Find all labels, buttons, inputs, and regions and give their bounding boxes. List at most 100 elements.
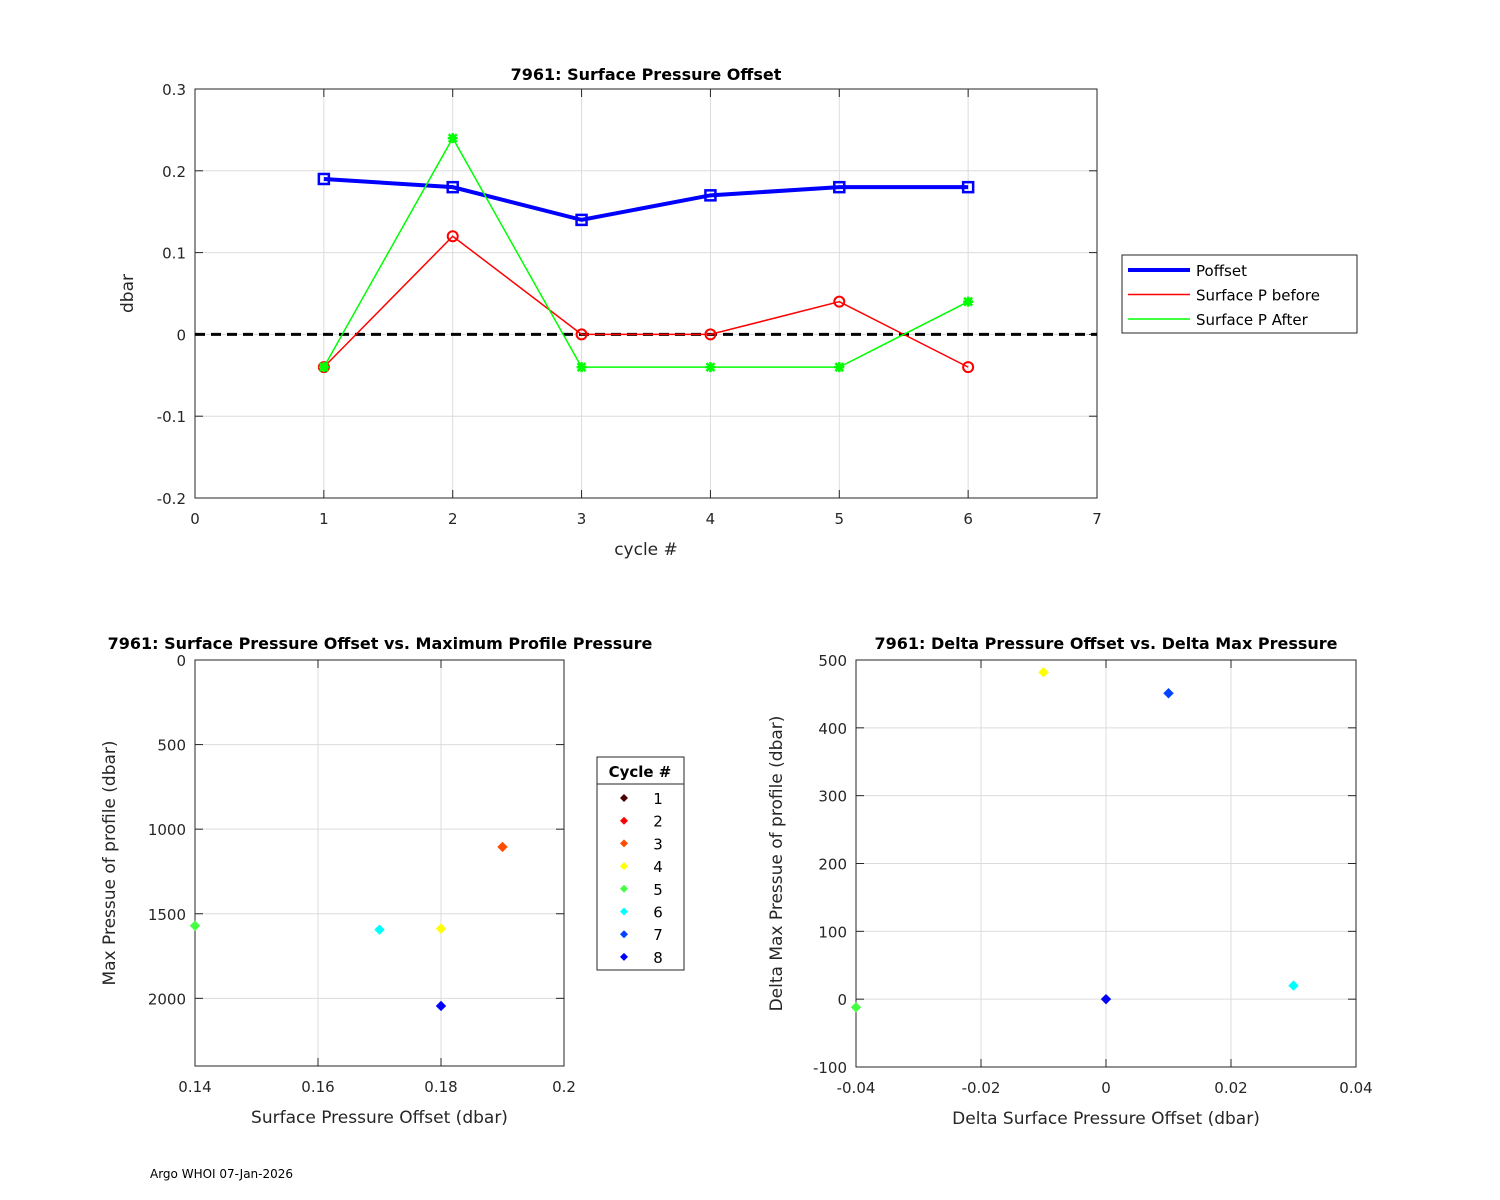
plot-area <box>195 660 564 1066</box>
data-point-circle <box>446 230 459 243</box>
data-point <box>1163 688 1174 699</box>
y-tick-label: 500 <box>157 737 186 755</box>
x-tick-label: 0 <box>1101 1079 1111 1097</box>
chart-1: 0.14 0.16 0.18 0.2 0 500 1000 1500 2000 7961: Sur… <box>100 634 685 1128</box>
data-point-asterisk <box>576 362 587 373</box>
x-tick-label: 0.18 <box>424 1078 457 1096</box>
x-tick-label: 0 <box>190 510 200 528</box>
legend-label: 8 <box>653 949 663 967</box>
y-tick-label: 200 <box>818 856 847 874</box>
data-point <box>1100 993 1112 1005</box>
x-axis-label: Surface Pressure Offset (dbar) <box>251 1108 508 1128</box>
legend-marker <box>620 930 628 939</box>
y-axis-label: Max Pressue of profile (dbar) <box>100 740 120 985</box>
footer-credit: Argo WHOI 07-Jan-2026 <box>150 1167 294 1181</box>
x-tick-label: 0.14 <box>178 1078 211 1096</box>
y-tick-label: 400 <box>818 720 847 738</box>
data-point-square <box>704 189 717 202</box>
y-tick-label: 0 <box>176 652 186 670</box>
legend-label: Surface P After <box>1196 311 1309 329</box>
legend: Poffset Surface P before Surface P After <box>1121 254 1358 334</box>
plot-area <box>195 89 1097 498</box>
x-tick-label: 2 <box>448 510 458 528</box>
y-tick-label: 500 <box>818 652 847 670</box>
legend-label: 1 <box>653 790 663 808</box>
data-point <box>435 1000 447 1012</box>
data-point-circle <box>833 295 846 308</box>
data-point <box>1038 667 1049 678</box>
legend-marker <box>620 907 628 916</box>
y-tick-label: 0.2 <box>162 163 186 181</box>
data-point-square <box>833 180 846 194</box>
legend: Cycle # 1 2 3 4 5 6 7 8 <box>596 756 685 971</box>
legend-label: 6 <box>653 904 663 922</box>
data-point-circle <box>575 328 588 341</box>
x-tick-label: 1 <box>319 510 329 528</box>
y-tick-label: 300 <box>818 788 847 806</box>
data-point <box>189 920 201 931</box>
x-tick-label: 0.02 <box>1214 1079 1247 1097</box>
x-tick-label: 7 <box>1092 510 1102 528</box>
legend-marker <box>620 884 628 893</box>
x-axis-label: Delta Surface Pressure Offset (dbar) <box>952 1109 1260 1129</box>
legend-label: 4 <box>653 858 663 876</box>
y-tick-label: -100 <box>813 1059 847 1077</box>
y-axis-label: dbar <box>118 274 138 313</box>
legend-marker <box>620 862 628 871</box>
chart-0: 0 1 2 3 4 5 6 7 -0.2 -0.1 0 0.1 0.2 0.3 7961: Surface … <box>118 65 1358 560</box>
legend-label: 5 <box>653 881 663 899</box>
legend-marker <box>620 794 628 802</box>
data-point <box>374 924 385 935</box>
y-tick-label: 1500 <box>148 906 186 924</box>
series-line-1 <box>323 235 969 368</box>
chart-title: 7961: Surface Pressure Offset vs. Maximu… <box>108 634 653 653</box>
data-point-asterisk <box>447 133 458 144</box>
legend-label: 3 <box>653 835 663 853</box>
x-tick-label: -0.02 <box>962 1079 1001 1097</box>
y-tick-label: -0.2 <box>157 490 186 508</box>
x-tick-label: 0.2 <box>552 1078 576 1096</box>
x-tick-label: 3 <box>577 510 587 528</box>
x-axis-label: cycle # <box>614 540 678 560</box>
legend-label: 2 <box>653 813 663 831</box>
y-tick-label: 2000 <box>148 990 186 1008</box>
y-tick-label: 0 <box>837 991 847 1009</box>
data-point-asterisk <box>834 362 845 373</box>
legend-marker <box>620 816 628 825</box>
legend-title: Cycle # <box>609 763 672 781</box>
data-point-square <box>575 213 588 227</box>
data-point-square <box>961 180 975 194</box>
x-tick-label: 0.16 <box>301 1078 334 1096</box>
data-point <box>497 841 508 853</box>
x-tick-label: -0.04 <box>837 1079 876 1097</box>
y-tick-label: 0.1 <box>162 245 186 263</box>
data-point-square <box>317 172 331 186</box>
data-point-asterisk <box>705 362 716 373</box>
data-point <box>1288 980 1299 991</box>
data-point-asterisk <box>963 296 974 307</box>
series-line-0 <box>323 176 969 222</box>
data-point <box>850 1002 862 1013</box>
axes-box <box>194 88 1098 499</box>
legend-label: 7 <box>653 926 663 944</box>
x-tick-label: 5 <box>835 510 845 528</box>
legend-marker <box>620 839 628 848</box>
legend-label: Poffset <box>1196 262 1247 280</box>
data-point <box>435 923 447 934</box>
legend-marker <box>620 952 628 961</box>
y-tick-label: 100 <box>818 923 847 941</box>
data-point-circle <box>704 328 717 341</box>
y-tick-label: 0 <box>176 326 186 344</box>
axes-box <box>855 659 1357 1068</box>
data-point-asterisk <box>318 362 329 373</box>
y-axis-label: Delta Max Pressue of profile (dbar) <box>767 716 787 1012</box>
data-point-circle <box>962 361 975 374</box>
axes-box <box>194 659 565 1067</box>
y-tick-label: 0.3 <box>162 81 186 99</box>
y-tick-label: -0.1 <box>157 408 186 426</box>
legend-label: Surface P before <box>1196 287 1320 305</box>
y-tick-label: 1000 <box>148 821 186 839</box>
x-tick-label: 0.04 <box>1339 1079 1372 1097</box>
